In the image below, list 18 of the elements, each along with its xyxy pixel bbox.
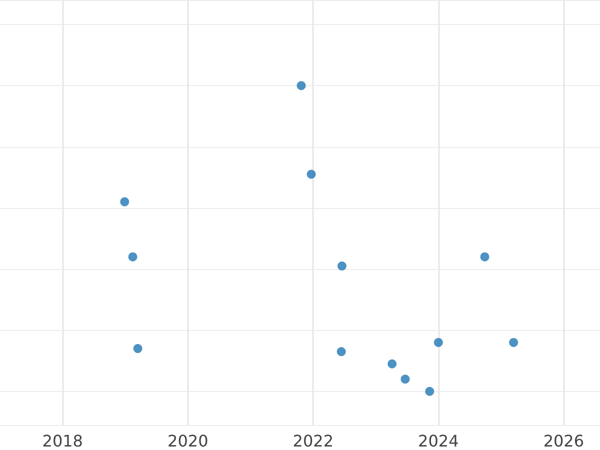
x-tick-label: 2022 (292, 432, 334, 450)
point (480, 252, 490, 262)
point (509, 338, 518, 347)
x-tick-label: 2026 (543, 432, 584, 450)
point (388, 359, 397, 368)
x-tick-label: 2020 (168, 432, 208, 450)
point (337, 262, 346, 271)
point (306, 170, 316, 179)
point (128, 252, 138, 262)
x-tick-label: 2018 (42, 432, 83, 450)
point (296, 81, 306, 90)
x-tick-label: 2024 (418, 432, 459, 450)
point (425, 386, 434, 396)
point (120, 197, 130, 206)
point (336, 347, 346, 356)
point (133, 344, 142, 354)
point (434, 338, 443, 347)
point (400, 374, 410, 384)
